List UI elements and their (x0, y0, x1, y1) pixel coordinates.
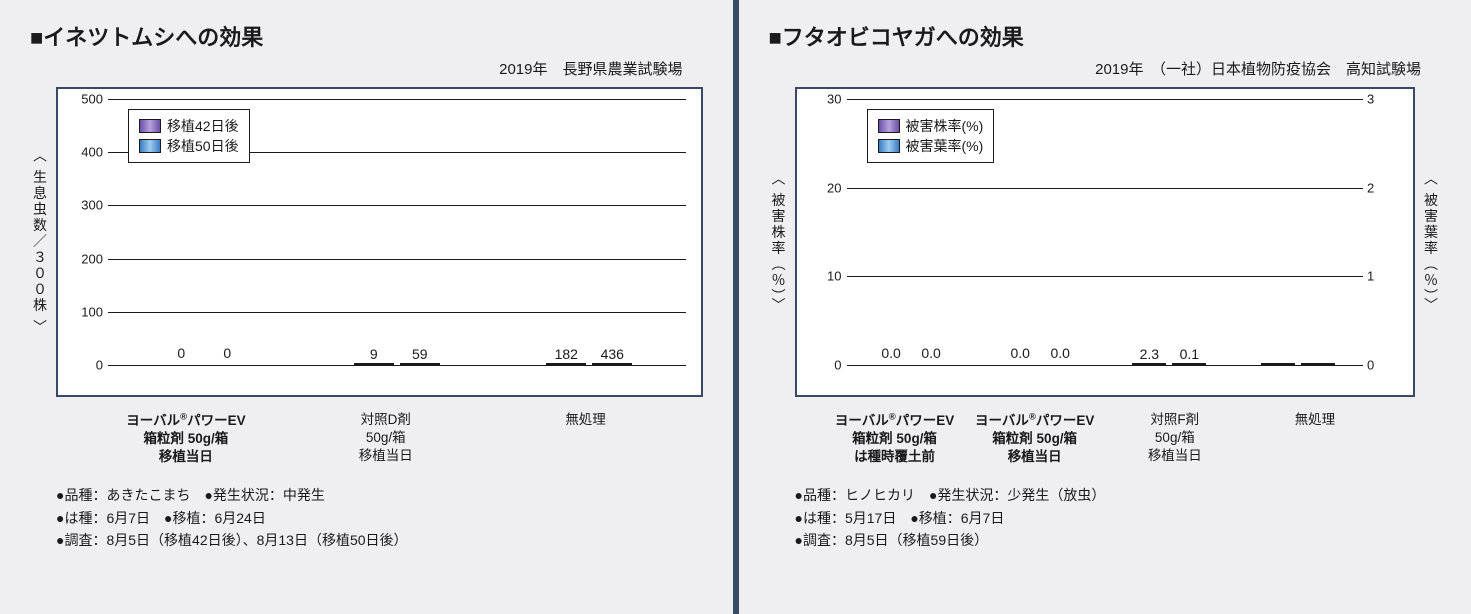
bar-value-label: 9 (370, 346, 378, 362)
category-label: 無処理 (486, 411, 686, 466)
ytick-label-left: 20 (802, 180, 842, 195)
right-title: ■フタオビコヤガへの効果 (769, 20, 1442, 52)
bar-value-label: 0.0 (921, 345, 940, 361)
bar-value-label: 59 (412, 346, 428, 362)
right-panel: ■フタオビコヤガへの効果 2019年 （一社）日本植物防疫協会 高知試験場 〈 … (739, 0, 1471, 614)
bar-value-label: 2.8 (1309, 368, 1328, 384)
gridline (108, 312, 686, 313)
category-label: 対照D剤50g/箱移植当日 (286, 411, 486, 466)
legend-swatch (139, 139, 161, 153)
legend-label: 被害株率(%) (906, 116, 984, 136)
right-notes: ●品種：ヒノヒカリ ●発生状況：少発生（放虫）●は種：5月17日 ●移植：6月7… (795, 484, 1442, 551)
note-line: ●調査：8月5日（移植42日後）、8月13日（移植50日後） (56, 529, 703, 551)
gridline (108, 99, 686, 100)
left-category-labels: ヨーバル®パワーEV箱粒剤 50g/箱移植当日対照D剤50g/箱移植当日無処理 (86, 411, 686, 466)
category-label: ヨーバル®パワーEV箱粒剤 50g/箱移植当日 (86, 411, 286, 466)
bar-value-label: 0.1 (1180, 346, 1199, 362)
left-chart-wrap: 〈 生息虫数／３００株 〉 移植42日後移植50日後 0 0 9 59 182 436 0… (30, 87, 703, 397)
left-chart: 移植42日後移植50日後 0 0 9 59 182 436 0 100 200 300 400 50… (56, 87, 703, 397)
gridline (108, 365, 686, 366)
gridline (847, 365, 1364, 366)
bar-value-label: 29.0 (1265, 368, 1292, 384)
legend-row: 移植50日後 (139, 136, 239, 156)
ytick-label-left: 10 (802, 269, 842, 284)
bar-value-label: 0 (223, 345, 231, 361)
bar-value-label: 2.3 (1140, 346, 1159, 362)
right-chart-wrap: 〈 被害株率（％）〉 被害株率(%)被害葉率(%) 0.0 0.0 0.0 0.0 2.… (769, 87, 1442, 397)
left-panel: ■イネツトムシへの効果 2019年 長野県農業試験場 〈 生息虫数／３００株 〉… (0, 0, 733, 614)
legend-row: 被害株率(%) (878, 116, 984, 136)
bar-value-label: 182 (555, 346, 578, 362)
legend-label: 移植50日後 (167, 136, 239, 156)
category-label: ヨーバル®パワーEV箱粒剤 50g/箱は種時覆土前 (825, 411, 965, 466)
ytick-label-left: 0 (802, 358, 842, 373)
bar-value-label: 436 (601, 346, 624, 362)
right-ylabel-left: 〈 被害株率（％）〉 (769, 171, 789, 314)
legend-label: 被害葉率(%) (906, 136, 984, 156)
ytick-label-left: 30 (802, 92, 842, 107)
gridline (847, 276, 1364, 277)
ytick-label-right: 1 (1367, 269, 1405, 284)
left-subtitle: 2019年 長野県農業試験場 (30, 58, 703, 79)
right-subtitle: 2019年 （一社）日本植物防疫協会 高知試験場 (769, 58, 1442, 79)
note-line: ●調査：8月5日（移植59日後） (795, 529, 1442, 551)
ytick-label: 100 (63, 304, 103, 319)
legend-swatch (878, 119, 900, 133)
category-label: 無処理 (1245, 411, 1385, 466)
ytick-label-right: 2 (1367, 180, 1405, 195)
left-legend: 移植42日後移植50日後 (128, 109, 250, 163)
left-ylabel: 〈 生息虫数／３００株 〉 (30, 148, 50, 336)
category-label: ヨーバル®パワーEV箱粒剤 50g/箱移植当日 (965, 411, 1105, 466)
gridline (108, 205, 686, 206)
right-chart: 被害株率(%)被害葉率(%) 0.0 0.0 0.0 0.0 2.3 0.1 29.0 2.8… (795, 87, 1416, 397)
legend-swatch (139, 119, 161, 133)
gridline (847, 188, 1364, 189)
bar-value-label: 0.0 (881, 345, 900, 361)
left-title: ■イネツトムシへの効果 (30, 20, 703, 52)
ytick-label-right: 0 (1367, 358, 1405, 373)
legend-row: 移植42日後 (139, 116, 239, 136)
bar-value-label: 0.0 (1010, 345, 1029, 361)
legend-label: 移植42日後 (167, 116, 239, 136)
legend-row: 被害葉率(%) (878, 136, 984, 156)
ytick-label: 0 (63, 358, 103, 373)
note-line: ●は種：6月7日 ●移植：6月24日 (56, 507, 703, 529)
right-legend: 被害株率(%)被害葉率(%) (867, 109, 995, 163)
ytick-label: 400 (63, 145, 103, 160)
right-ylabel-right: 〈 被害葉率（％）〉 (1421, 171, 1441, 314)
gridline (847, 99, 1364, 100)
note-line: ●品種：あきたこまち ●発生状況：中発生 (56, 484, 703, 506)
category-label: 対照F剤50g/箱移植当日 (1105, 411, 1245, 466)
bar-value-label: 0.0 (1050, 345, 1069, 361)
ytick-label: 500 (63, 92, 103, 107)
bar-value-label: 0 (177, 345, 185, 361)
right-category-labels: ヨーバル®パワーEV箱粒剤 50g/箱は種時覆土前ヨーバル®パワーEV箱粒剤 5… (825, 411, 1386, 466)
note-line: ●は種：5月17日 ●移植：6月7日 (795, 507, 1442, 529)
ytick-label-right: 3 (1367, 92, 1405, 107)
gridline (108, 259, 686, 260)
note-line: ●品種：ヒノヒカリ ●発生状況：少発生（放虫） (795, 484, 1442, 506)
legend-swatch (878, 139, 900, 153)
ytick-label: 200 (63, 251, 103, 266)
left-notes: ●品種：あきたこまち ●発生状況：中発生●は種：6月7日 ●移植：6月24日●調… (56, 484, 703, 551)
ytick-label: 300 (63, 198, 103, 213)
